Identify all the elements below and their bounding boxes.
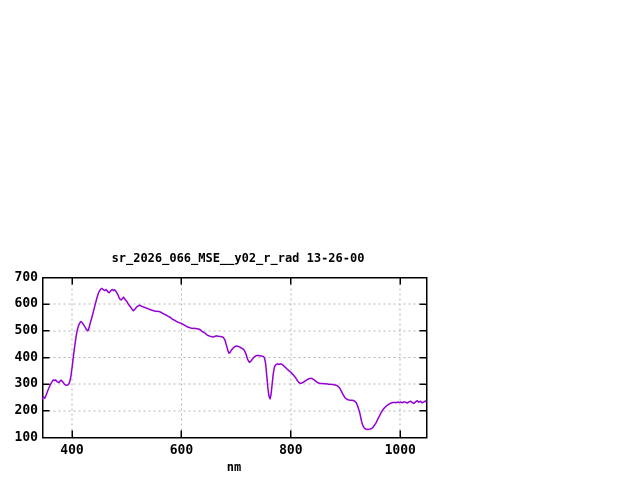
- y-tick-label: 700: [14, 269, 38, 285]
- y-tick-label: 500: [14, 322, 38, 338]
- chart-title: sr_2026_066_MSE__y02_r_rad 13-26-00: [111, 251, 365, 265]
- y-tick-label: 300: [14, 376, 38, 392]
- x-tick-label: 600: [169, 443, 194, 458]
- y-tick-label: 100: [14, 429, 38, 445]
- plot-border: [41, 276, 428, 439]
- x-tick-label: 400: [60, 443, 84, 458]
- x-tick-label: 800: [279, 443, 303, 458]
- series-line-sr_2026_066_MSE__y02_r_rad: [41, 287, 427, 431]
- y-tick-label: 600: [14, 296, 38, 312]
- y-tick-label: 200: [14, 402, 38, 418]
- x-tick-label: 1000: [384, 443, 416, 458]
- x-axis-title: nm: [226, 460, 242, 474]
- y-tick-label: 400: [14, 349, 38, 365]
